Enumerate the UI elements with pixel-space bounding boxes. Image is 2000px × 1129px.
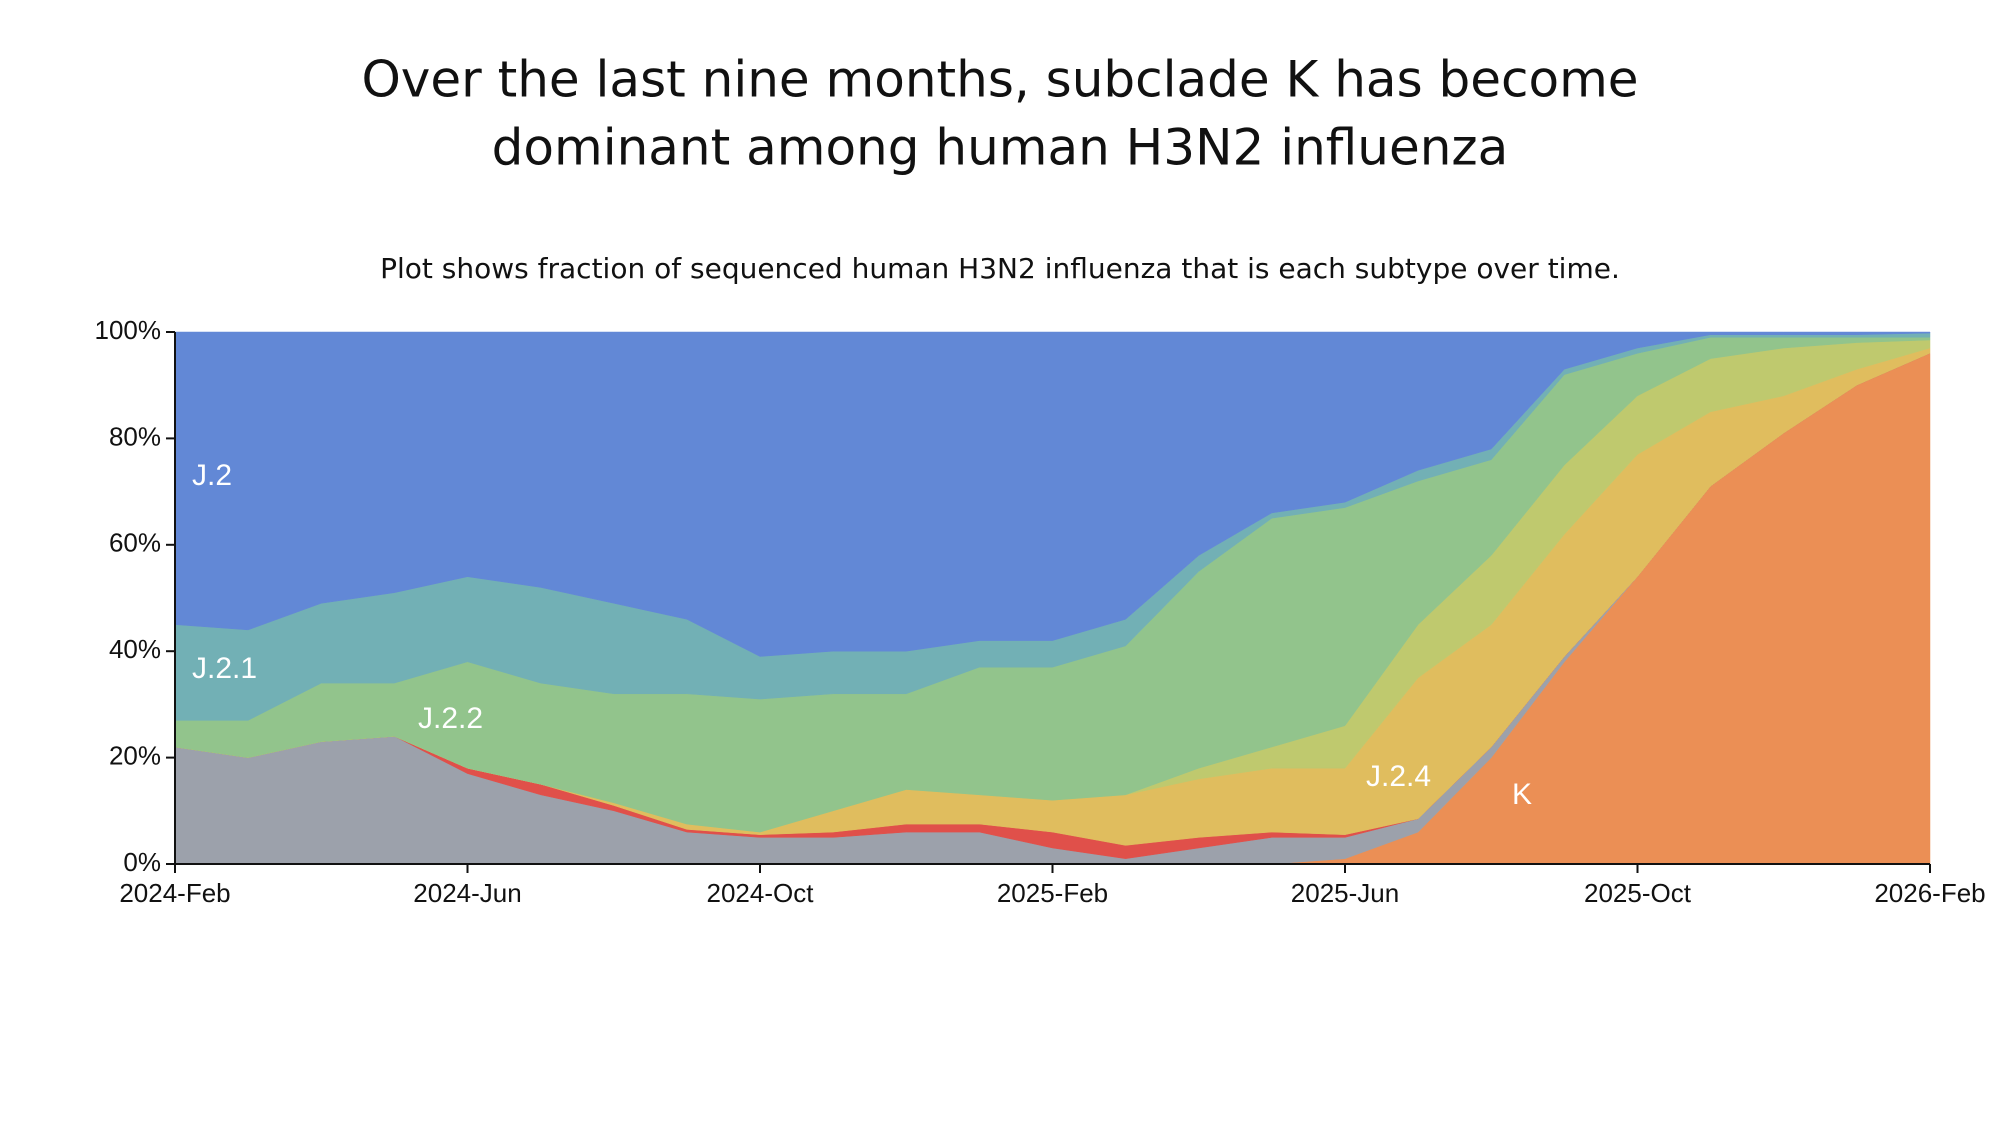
- chart-title: dominant among human H3N2 influenza: [492, 119, 1509, 177]
- x-tick-label: 2024-Feb: [119, 878, 230, 908]
- chart-title: Over the last nine months, subclade K ha…: [361, 51, 1638, 109]
- series-label: J.2: [192, 459, 232, 492]
- y-tick-label: 20%: [109, 740, 161, 770]
- x-tick-label: 2024-Jun: [413, 878, 521, 908]
- x-tick-label: 2024-Oct: [707, 878, 815, 908]
- x-tick-label: 2025-Feb: [997, 878, 1108, 908]
- series-label: J.2.2: [418, 702, 483, 735]
- plot-area: K J.2.4 J.2.2 J.2.1 J.2: [174, 331, 1931, 865]
- y-tick-label: 60%: [109, 528, 161, 558]
- y-tick-label: 100%: [95, 315, 162, 345]
- series-label: J.2.4: [1366, 760, 1431, 793]
- area: [174, 331, 1931, 657]
- series-label: J.2.1: [192, 652, 257, 685]
- x-tick-label: 2025-Oct: [1584, 878, 1692, 908]
- y-tick-label: 80%: [109, 421, 161, 451]
- x-tick-label: 2025-Jun: [1291, 878, 1399, 908]
- y-tick-label: 40%: [109, 634, 161, 664]
- chart-subtitle: Plot shows fraction of sequenced human H…: [380, 252, 1620, 285]
- series-label: K: [1512, 778, 1532, 811]
- x-tick-label: 2026-Feb: [1874, 878, 1985, 908]
- axes: 0% 20% 40% 60% 80% 100% 2024-Feb 2024-Jun 2024-O…: [95, 315, 1986, 908]
- y-tick-label: 0%: [123, 847, 161, 877]
